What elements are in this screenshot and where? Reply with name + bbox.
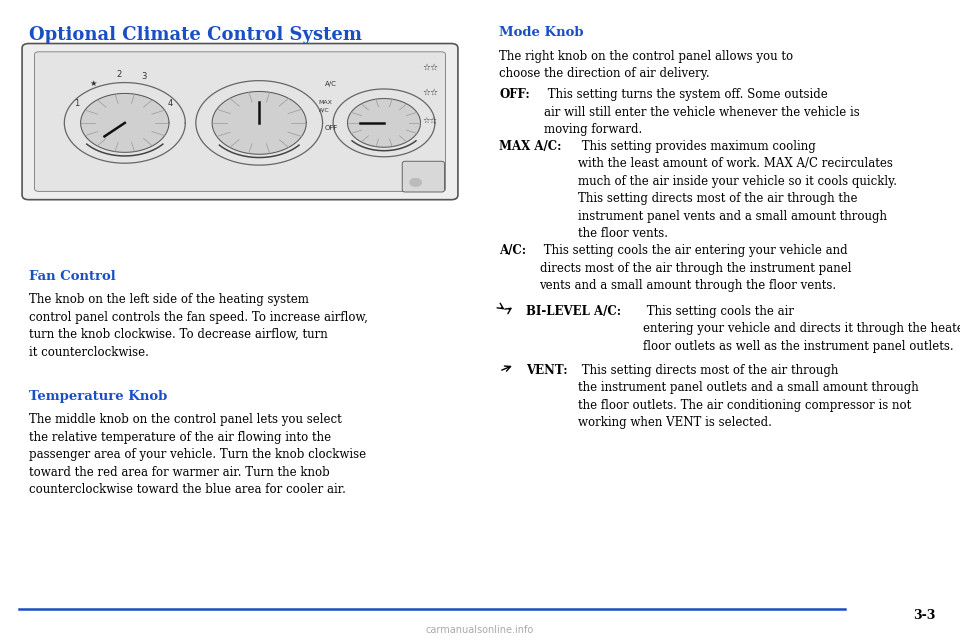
Text: This setting cools the air
entering your vehicle and directs it through the heat: This setting cools the air entering your… xyxy=(643,305,960,353)
Text: This setting provides maximum cooling
with the least amount of work. MAX A/C rec: This setting provides maximum cooling wi… xyxy=(578,140,897,240)
Text: This setting turns the system off. Some outside
air will still enter the vehicle: This setting turns the system off. Some … xyxy=(544,88,860,136)
Polygon shape xyxy=(212,92,306,154)
Text: A/C: A/C xyxy=(319,108,329,113)
Text: This setting cools the air entering your vehicle and
directs most of the air thr: This setting cools the air entering your… xyxy=(540,244,851,292)
Text: ☆☆: ☆☆ xyxy=(422,117,438,126)
Text: The right knob on the control panel allows you to
choose the direction of air de: The right knob on the control panel allo… xyxy=(499,50,793,81)
Text: 3: 3 xyxy=(141,72,147,81)
Polygon shape xyxy=(81,93,169,152)
Text: VENT:: VENT: xyxy=(526,364,567,376)
Text: OFF: OFF xyxy=(324,125,338,131)
FancyBboxPatch shape xyxy=(35,52,445,191)
Text: MAX A/C:: MAX A/C: xyxy=(499,140,562,152)
Text: BI-LEVEL A/C:: BI-LEVEL A/C: xyxy=(526,305,621,317)
Circle shape xyxy=(410,179,421,186)
Text: This setting directs most of the air through
the instrument panel outlets and a : This setting directs most of the air thr… xyxy=(578,364,919,429)
Text: ☆☆: ☆☆ xyxy=(422,88,438,97)
Polygon shape xyxy=(348,99,420,147)
FancyBboxPatch shape xyxy=(402,161,444,192)
Text: 1: 1 xyxy=(74,99,80,108)
Text: ★: ★ xyxy=(89,79,97,88)
Text: Fan Control: Fan Control xyxy=(29,270,115,283)
Text: OFF:: OFF: xyxy=(499,88,530,101)
Text: 4: 4 xyxy=(167,99,173,108)
FancyBboxPatch shape xyxy=(22,44,458,200)
Text: Optional Climate Control System: Optional Climate Control System xyxy=(29,26,362,44)
Text: The middle knob on the control panel lets you select
the relative temperature of: The middle knob on the control panel let… xyxy=(29,413,366,497)
Text: carmanualsonline.info: carmanualsonline.info xyxy=(426,625,534,635)
Text: The knob on the left side of the heating system
control panel controls the fan s: The knob on the left side of the heating… xyxy=(29,293,368,358)
Text: A/C: A/C xyxy=(324,81,336,88)
Text: 3-3: 3-3 xyxy=(914,609,936,622)
Text: 2: 2 xyxy=(116,70,122,79)
Text: Mode Knob: Mode Knob xyxy=(499,26,584,38)
Text: A/C:: A/C: xyxy=(499,244,526,257)
Text: MAX: MAX xyxy=(319,100,332,105)
Text: ☆☆: ☆☆ xyxy=(422,63,438,72)
Text: Temperature Knob: Temperature Knob xyxy=(29,390,167,403)
